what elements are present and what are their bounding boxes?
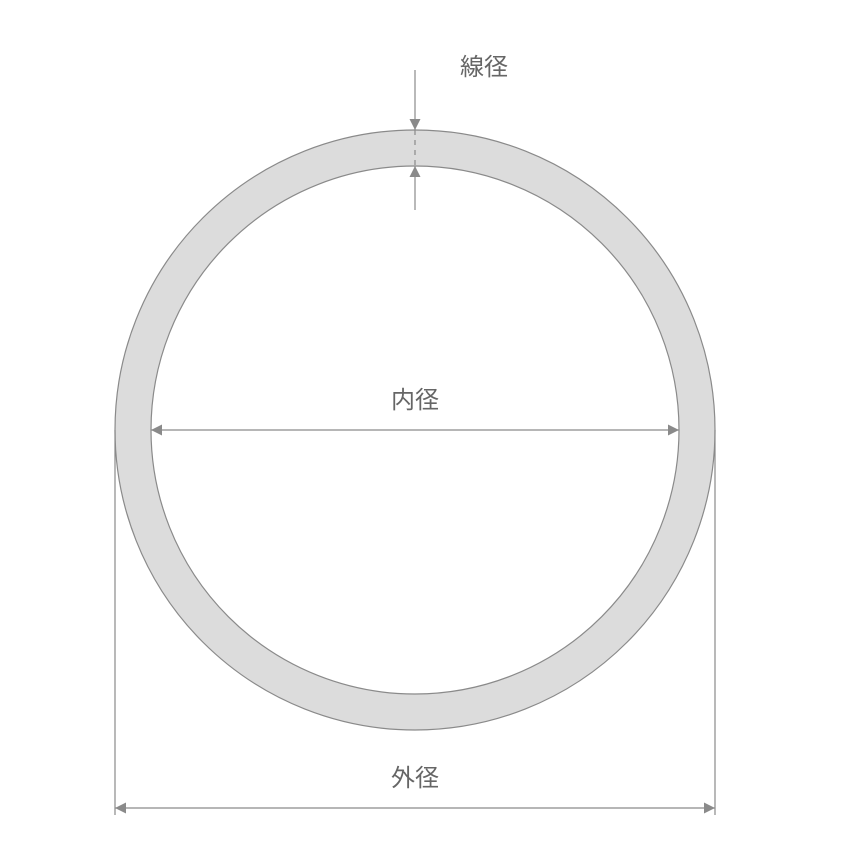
inner-diameter-label: 内径 [391,380,439,415]
outer-diameter-label: 外径 [391,758,439,793]
wire-diameter-label: 線径 [460,47,508,82]
ring-dimension-diagram: 外径 内径 線径 [0,0,850,850]
